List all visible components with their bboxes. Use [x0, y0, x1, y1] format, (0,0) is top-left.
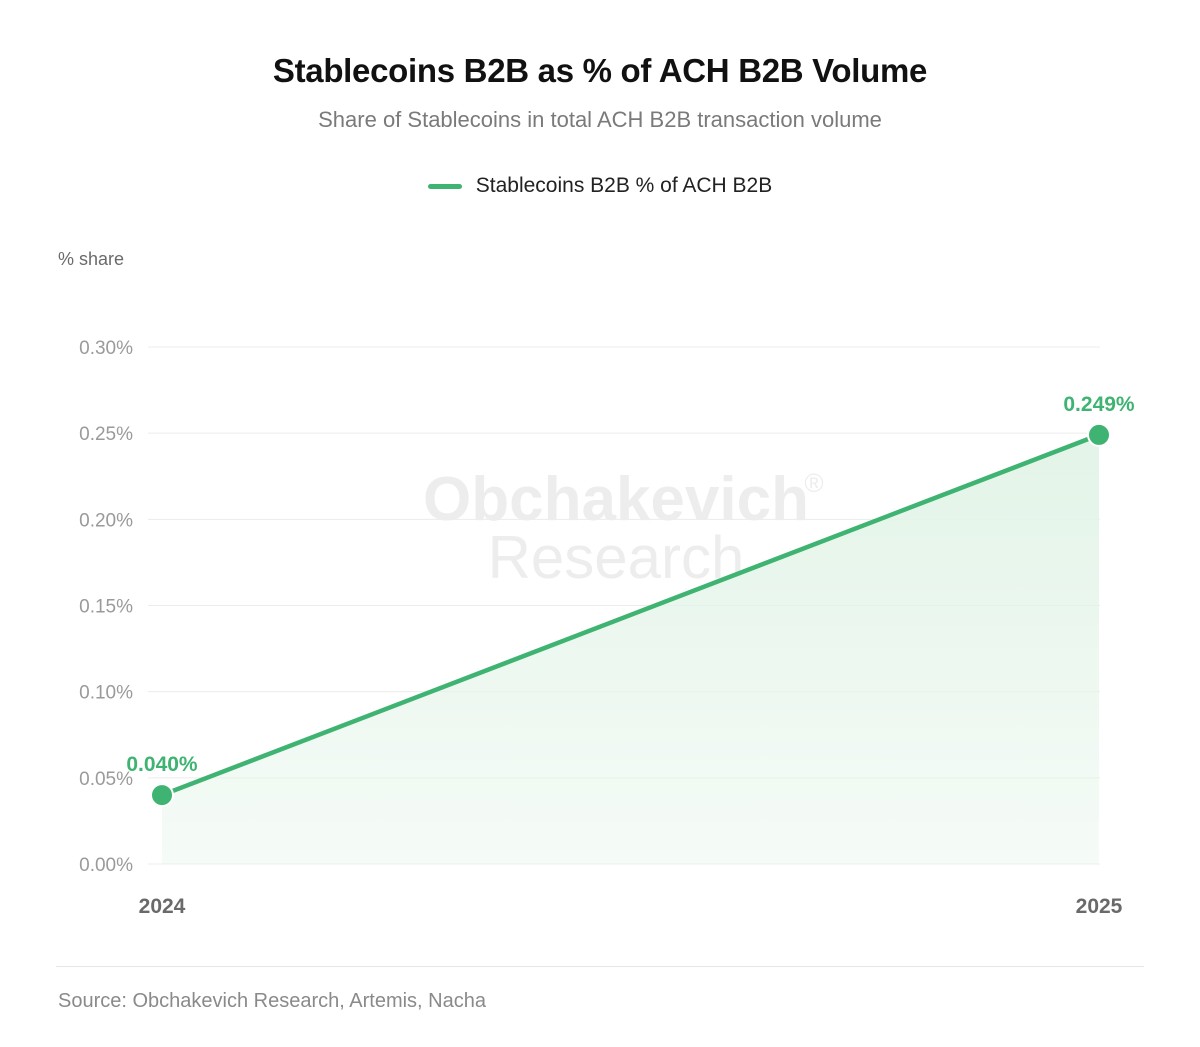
chart-subtitle: Share of Stablecoins in total ACH B2B tr… — [318, 107, 882, 132]
y-tick-label: 0.25% — [79, 424, 133, 445]
chart-title: Stablecoins B2B as % of ACH B2B Volume — [272, 52, 928, 89]
source-note: Source: Obchakevich Research, Artemis, N… — [58, 990, 486, 1012]
watermark: Obchakevich ® Research — [423, 465, 824, 591]
footer-divider — [56, 966, 1144, 967]
watermark-registered-mark: ® — [804, 468, 823, 498]
x-tick-label: 2024 — [139, 895, 186, 918]
y-tick-label: 0.10% — [79, 683, 133, 704]
series-area — [162, 434, 1099, 864]
series-layer — [150, 422, 1111, 808]
data-label: 0.249% — [1063, 393, 1135, 416]
data-point — [1087, 422, 1111, 447]
x-tick-label: 2025 — [1076, 895, 1123, 918]
watermark-line2: Research — [488, 524, 745, 591]
series-line — [159, 432, 1102, 798]
y-axis-label: % share — [58, 249, 125, 269]
legend-label: Stablecoins B2B % of ACH B2B — [475, 174, 773, 197]
data-point — [150, 783, 174, 808]
area-layer — [162, 434, 1099, 864]
y-tick-label: 0.15% — [79, 597, 133, 618]
watermark-line1: Obchakevich — [423, 465, 809, 534]
y-tick-label: 0.00% — [79, 855, 133, 876]
y-tick-label: 0.20% — [79, 510, 133, 531]
legend-swatch — [427, 183, 462, 189]
y-tick-label: 0.05% — [79, 769, 133, 790]
data-label: 0.040% — [126, 753, 198, 776]
y-tick-label: 0.30% — [79, 338, 133, 359]
label-layer: 0.040% 0.249% — [126, 393, 1135, 776]
chart-legend: Stablecoins B2B % of ACH B2B — [0, 174, 1200, 198]
